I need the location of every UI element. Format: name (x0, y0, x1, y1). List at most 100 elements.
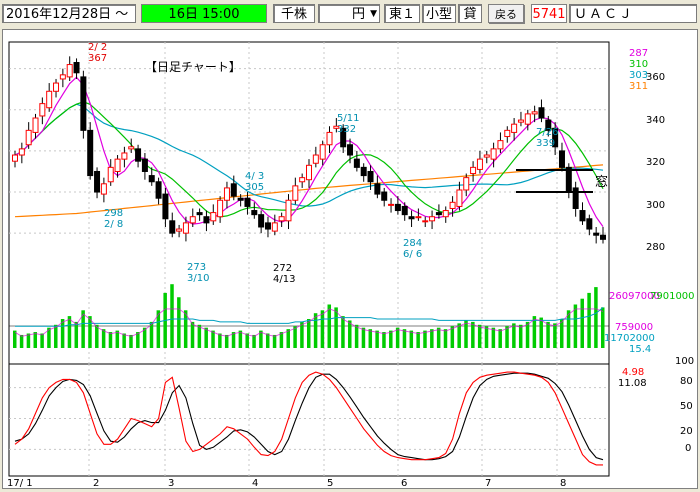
anno-lo1-val: 298 (104, 208, 123, 219)
volume-bar (245, 333, 249, 348)
stoch-k-line (14, 371, 603, 466)
volume-bar (149, 321, 154, 348)
candle-body (415, 216, 422, 219)
x-label-may: 5 (327, 478, 333, 488)
candle-body (230, 183, 237, 197)
candle-body (244, 197, 251, 207)
stoch-tick-80: 80 (680, 376, 693, 387)
anno-hi3-date: 7/26 (536, 127, 558, 138)
volume-bar (67, 316, 72, 348)
candle-body (476, 158, 483, 170)
moving-averages (14, 76, 604, 227)
volume-bar (320, 310, 325, 348)
candle-body (319, 144, 326, 160)
x-label-jun: 6 (401, 478, 407, 488)
candle-body (80, 76, 87, 131)
candle-body (135, 148, 142, 162)
volume-bar (348, 320, 352, 348)
volume-bar (559, 319, 564, 348)
volume-bar (224, 334, 229, 348)
candle-body (381, 191, 388, 201)
candle-body (46, 90, 53, 109)
date-field[interactable]: 2016年12月28日 ～ (2, 4, 136, 23)
candle-body (59, 74, 66, 80)
candle-body (25, 129, 32, 146)
candle-body (182, 222, 189, 234)
x-label-feb: 2 (93, 478, 99, 488)
price-tick-360: 360 (646, 72, 665, 83)
volume-bar (252, 334, 256, 348)
dropdown-arrow-icon[interactable]: ▼ (370, 9, 377, 19)
volume-bar (368, 329, 373, 348)
candle-body (278, 216, 285, 222)
candle-body (504, 129, 511, 138)
candle-body (442, 210, 449, 218)
anno-lo3-date: 4/13 (273, 274, 295, 285)
x-label-mar: 3 (168, 478, 174, 488)
volume-bar (204, 327, 208, 348)
candle-body (312, 154, 319, 164)
candle-body (176, 228, 183, 232)
volume-bar (13, 330, 17, 348)
volume-bar (505, 326, 509, 348)
volume-bar (95, 324, 99, 348)
candle-body (340, 127, 347, 148)
stoch-tick-100: 100 (675, 356, 694, 367)
volume-bar (259, 330, 263, 348)
volume-bar (183, 310, 188, 348)
anno-lo2-val: 273 (187, 262, 206, 273)
candle-body (39, 103, 46, 117)
volume-bar (402, 329, 407, 348)
volume-ratio-line (14, 308, 604, 337)
volume-bar (464, 320, 468, 348)
anno-lo2-date: 3/10 (187, 273, 209, 284)
volume-bar (361, 327, 366, 348)
x-label-jan: 17/ 1 (7, 478, 33, 488)
volume-bar (218, 333, 222, 348)
volume-bar (101, 329, 106, 348)
stoch-tick-20: 20 (680, 426, 693, 437)
volume-bar (341, 316, 345, 348)
candle-body (408, 216, 415, 220)
candle-body (128, 146, 135, 150)
stoch-panel (14, 371, 604, 466)
candle-body (141, 158, 148, 172)
volume-bar (60, 319, 65, 348)
candle-body (162, 193, 169, 220)
candle-body (258, 214, 265, 228)
anno-hi2-val: 332 (337, 124, 356, 135)
candle-body (545, 119, 552, 131)
volume-bar (354, 324, 359, 348)
volume-bar (54, 324, 58, 348)
candle-body (107, 166, 114, 183)
candle-body (203, 216, 210, 224)
legend-stoch-k: 4.98 (622, 367, 644, 378)
chart-title: 【日足チャート】 (145, 60, 241, 74)
volume-bar (122, 333, 126, 348)
volume-bar (477, 324, 482, 348)
volume-bar (279, 332, 284, 348)
back-button[interactable]: 戻る (488, 4, 524, 23)
candle-body (121, 152, 128, 160)
currency-select[interactable]: 円 ▼ (318, 4, 380, 23)
legend-vol-right: 7901000 (650, 291, 695, 302)
volume-bar (307, 319, 311, 348)
volume-bar (601, 307, 605, 348)
stoch-panel-frame (8, 363, 610, 477)
volume-bar (238, 330, 243, 348)
volume-bar (177, 297, 181, 348)
volume-bar (313, 313, 318, 348)
candle-body (237, 197, 244, 201)
candle-body (251, 210, 258, 216)
volume-bar (272, 334, 277, 348)
period-field[interactable]: 16日 15:00 (141, 4, 267, 23)
volume-bar (546, 321, 550, 348)
candle-body (593, 232, 600, 236)
candle-body (600, 234, 606, 240)
price-tick-280: 280 (646, 242, 665, 253)
volume-bar (389, 330, 393, 348)
gap-label: 窓 (595, 174, 608, 190)
candle-body (401, 205, 408, 216)
stock-code: 5741 (531, 4, 567, 23)
candle-body (429, 216, 436, 222)
